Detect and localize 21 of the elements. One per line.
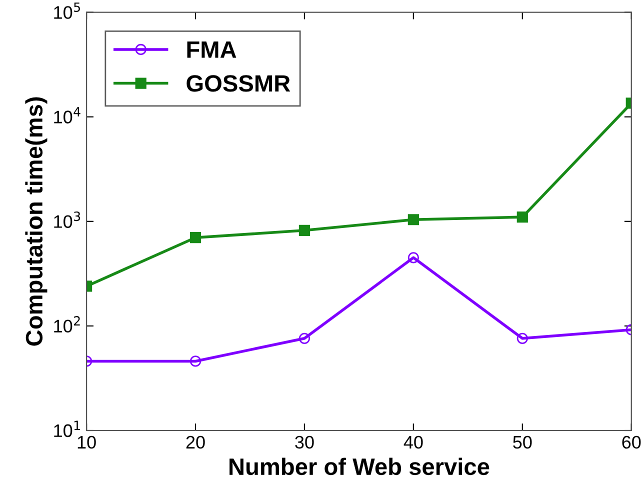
x-tick-label: 20 — [186, 436, 205, 449]
y-axis-title: Computation time(ms) — [25, 97, 48, 346]
legend-label: GOSSMR — [186, 75, 290, 92]
y-tick-label: 10$^{1}$ — [54, 420, 80, 438]
legend-label: FMA — [187, 42, 236, 58]
y-tick-label: 10$^{2}$ — [54, 316, 80, 333]
point — [298, 224, 310, 236]
x-axis-title: Number of Web service — [230, 458, 490, 476]
point — [408, 252, 419, 264]
x-tick-label: 60 — [622, 436, 641, 449]
x-tick-label: 10 — [78, 436, 96, 449]
point — [298, 332, 310, 344]
x-tick-label: 50 — [513, 436, 532, 449]
point — [516, 332, 528, 344]
y-tick-label: 10$^{3}$ — [54, 212, 80, 228]
y-tick-label: 10$^{5}$ — [54, 2, 80, 19]
point — [408, 214, 419, 226]
point — [516, 212, 528, 223]
x-tick-label: 40 — [404, 436, 423, 449]
y-tick-label: 10$^{4}$ — [54, 107, 80, 124]
x-tick-label: 30 — [295, 436, 314, 449]
